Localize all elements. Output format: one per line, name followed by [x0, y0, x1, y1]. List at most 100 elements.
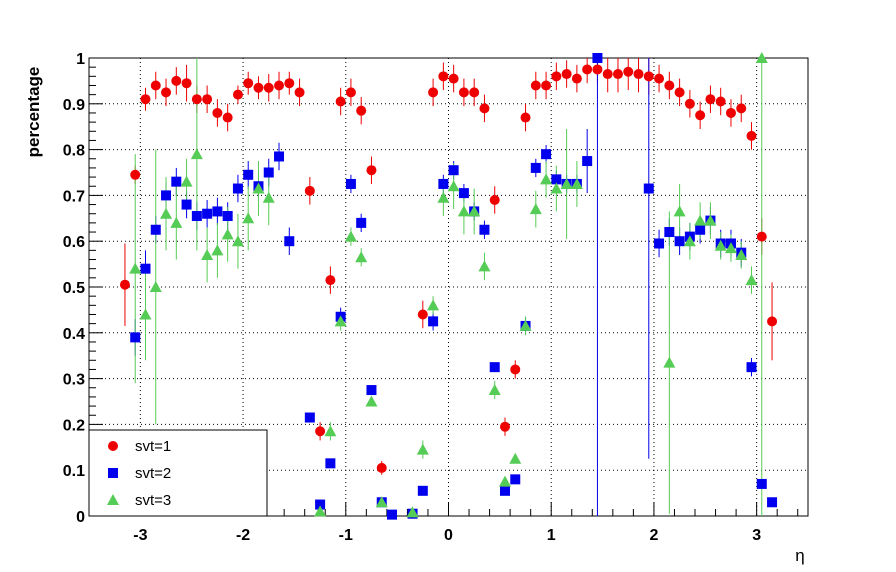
data-point-svt3: [344, 230, 357, 242]
data-point-svt1: [736, 103, 747, 114]
data-point-svt3: [560, 177, 573, 189]
data-point-svt2: [592, 53, 603, 63]
data-point-svt2: [263, 167, 274, 178]
data-point-svt1: [304, 185, 315, 196]
data-point-svt3: [540, 173, 553, 185]
data-point-svt3: [519, 319, 532, 331]
data-point-svt2: [643, 183, 654, 194]
data-point-svt1: [284, 78, 295, 89]
data-point-svt3: [129, 262, 142, 274]
data-point-svt1: [150, 80, 161, 91]
data-point-svt1: [428, 87, 439, 98]
data-point-svt3: [488, 384, 501, 396]
data-point-svt2: [140, 263, 151, 274]
data-point-svt3: [221, 228, 234, 240]
data-point-svt3: [201, 248, 214, 260]
data-point-svt3: [663, 356, 676, 368]
data-point-svt1: [161, 87, 172, 98]
data-point-svt2: [746, 362, 757, 373]
data-point-svt1: [695, 110, 706, 121]
data-point-svt3: [498, 475, 511, 487]
data-point-svt2: [130, 332, 141, 343]
legend-marker-svt2: [108, 468, 118, 478]
legend: svt=1 svt=2 svt=3: [88, 429, 268, 517]
data-point-svt1: [119, 279, 130, 290]
data-point-svt1: [356, 105, 367, 116]
data-point-svt1: [222, 112, 233, 123]
data-point-svt2: [756, 478, 767, 489]
data-point-svt1: [561, 69, 572, 80]
data-point-svt2: [551, 174, 562, 185]
data-point-svt1: [417, 309, 428, 320]
data-point-svt3: [170, 216, 183, 228]
data-point-svt2: [654, 238, 665, 249]
data-point-svt3: [673, 205, 686, 217]
data-point-svt1: [520, 112, 531, 123]
legend-label: svt=2: [135, 465, 171, 482]
data-point-svt1: [243, 78, 254, 89]
data-point-svt2: [499, 485, 510, 496]
data-point-svt1: [325, 275, 336, 286]
data-point-svt1: [274, 80, 285, 91]
data-point-svt2: [582, 156, 593, 167]
data-point-svt2: [695, 224, 706, 235]
y-tick-label: 0.5: [63, 280, 85, 297]
data-point-svt3: [694, 214, 707, 226]
y-tick-label: 0.2: [63, 417, 85, 434]
x-tick-label: -2: [236, 527, 250, 544]
data-point-svt2: [387, 509, 398, 520]
data-point-svt1: [202, 94, 213, 105]
data-point-svt1: [315, 426, 326, 437]
data-point-svt2: [541, 149, 552, 160]
data-point-svt3: [447, 180, 460, 192]
data-point-svt3: [468, 205, 481, 217]
data-point-svt1: [643, 71, 654, 82]
data-point-svt1: [746, 130, 757, 141]
data-point-svt3: [365, 395, 378, 407]
x-tick-label: -1: [339, 527, 353, 544]
data-point-svt1: [181, 78, 192, 89]
data-point-svt2: [284, 236, 295, 247]
data-point-svt2: [325, 458, 336, 469]
data-point-svt2: [181, 199, 192, 210]
data-point-svt3: [211, 244, 224, 256]
data-point-svt1: [253, 82, 264, 93]
data-point-svt3: [724, 242, 737, 254]
data-point-svt2: [161, 190, 172, 201]
data-point-svt1: [130, 169, 141, 180]
y-tick-label: 0.1: [63, 463, 85, 480]
data-point-svt3: [478, 260, 491, 272]
data-point-svt3: [457, 205, 470, 217]
data-point-svt3: [437, 191, 450, 203]
data-point-svt1: [510, 364, 521, 375]
data-point-svt2: [356, 217, 367, 228]
x-tick-label: -3: [133, 527, 147, 544]
data-point-svt2: [448, 165, 459, 176]
data-point-svt2: [458, 188, 469, 199]
data-point-svt1: [263, 82, 274, 93]
y-tick-label: 0.4: [63, 326, 85, 343]
data-point-svt1: [191, 94, 202, 105]
legend-label: svt=3: [135, 492, 171, 509]
data-point-svt3: [314, 505, 327, 517]
data-point-svt1: [232, 89, 243, 100]
data-point-svt1: [602, 69, 613, 80]
data-point-svt3: [529, 203, 542, 215]
data-point-svt2: [202, 208, 213, 219]
y-tick-label: 0.8: [63, 143, 85, 160]
data-point-svt2: [232, 183, 243, 194]
data-point-svt3: [416, 443, 429, 455]
data-point-svt1: [705, 94, 716, 105]
data-point-svt3: [406, 506, 419, 518]
data-point-svt2: [366, 385, 377, 396]
data-point-svt2: [664, 227, 675, 238]
data-point-svt1: [592, 64, 603, 75]
data-point-svt3: [242, 212, 255, 224]
data-point-svt3: [714, 239, 727, 251]
x-tick-label: 2: [649, 527, 658, 544]
data-point-svt1: [674, 87, 685, 98]
data-point-svt2: [417, 485, 428, 496]
x-tick-label: 1: [547, 527, 556, 544]
data-point-svt1: [448, 73, 459, 84]
